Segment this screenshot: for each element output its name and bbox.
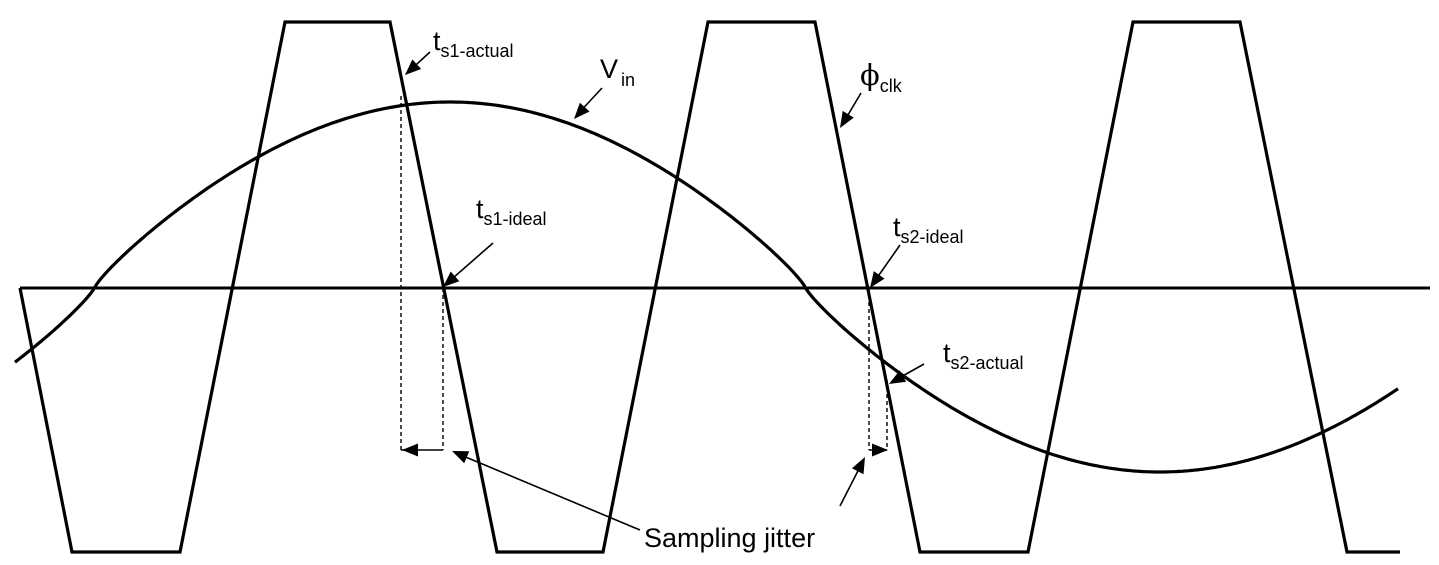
ts1-actual-arrowhead — [405, 59, 422, 75]
clock-waveform — [18, 20, 1400, 554]
jitter-interval-1-arrowhead — [402, 443, 418, 457]
ts2-actual-arrowhead — [889, 370, 907, 384]
ts2-ideal-label: ts2-ideal — [893, 212, 964, 247]
jitter-arrowhead-2 — [851, 457, 865, 475]
sampling-jitter-label: Sampling jitter — [644, 523, 815, 553]
ts1-ideal-arrowhead — [443, 271, 460, 287]
jitter-interval-2-arrowhead — [872, 443, 888, 457]
jitter-leader-1 — [455, 452, 641, 531]
ts1-ideal-label: ts1-ideal — [476, 194, 547, 229]
ts2-actual-label: ts2-actual — [943, 338, 1024, 373]
phi-clk-label: ϕclk — [860, 58, 903, 96]
vin-waveform — [14, 100, 1399, 474]
vin-arrowhead — [574, 102, 590, 119]
ts2-ideal-arrowhead — [870, 271, 885, 288]
phi-clk-arrowhead — [840, 110, 854, 128]
ts1-actual-label: ts1-actual — [433, 26, 514, 61]
jitter-arrowhead-1 — [452, 451, 470, 464]
